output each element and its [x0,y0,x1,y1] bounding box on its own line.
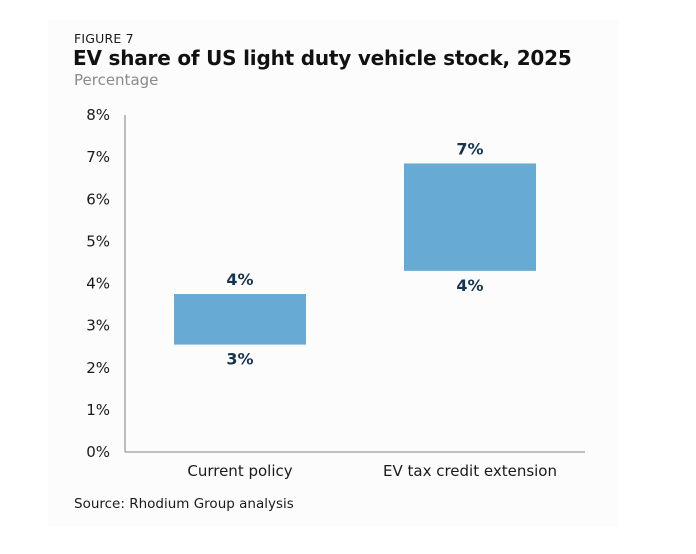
y-tick-label: 8% [86,106,110,124]
source-note: Source: Rhodium Group analysis [74,496,294,512]
y-tick-label: 1% [86,401,110,419]
chart-subtitle: Percentage [74,71,159,89]
bars [174,163,536,345]
x-axis-categories: Current policy EV tax credit extension [187,462,557,480]
bar-0 [174,294,306,345]
x-category-label: EV tax credit extension [383,462,557,480]
chart-panel [48,20,618,527]
y-tick-label: 4% [86,275,110,293]
bar-1 [404,163,536,271]
y-tick-label: 7% [86,148,110,166]
y-axis-ticks: 0% 1% 2% 3% 4% 5% 6% 7% 8% [86,106,110,461]
data-label-high: 7% [456,139,483,158]
y-tick-label: 5% [86,232,110,250]
x-category-label: Current policy [187,462,292,480]
y-tick-label: 0% [86,443,110,461]
figure-label: FIGURE 7 [74,31,134,46]
data-label-low: 4% [456,276,483,295]
y-tick-label: 3% [86,317,110,335]
y-tick-label: 6% [86,190,110,208]
data-label-low: 3% [226,350,253,369]
data-labels: 4% 3% 7% 4% [226,139,483,368]
data-label-high: 4% [226,270,253,289]
y-tick-label: 2% [86,359,110,377]
chart-title: EV share of US light duty vehicle stock,… [73,46,572,70]
